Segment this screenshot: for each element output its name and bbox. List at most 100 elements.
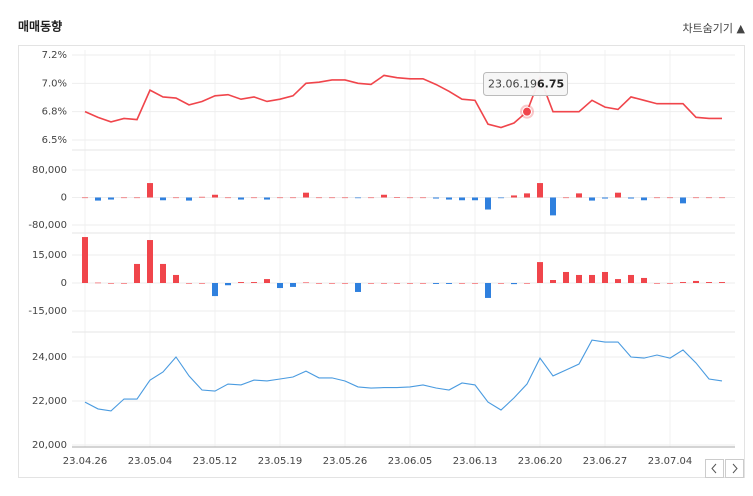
bar [199, 283, 205, 284]
bar [550, 197, 556, 216]
bar [147, 240, 153, 283]
bar [212, 283, 218, 297]
x-tick-label: 23.06.13 [453, 456, 498, 467]
bar [186, 197, 192, 201]
y-tick-label: 6.5% [42, 135, 67, 146]
bar [316, 197, 322, 199]
x-tick-label: 23.05.12 [193, 456, 238, 467]
x-tick-label: 23.05.19 [258, 456, 303, 467]
bar [602, 197, 608, 199]
x-tick-label: 23.05.04 [128, 456, 173, 467]
next-icon [732, 463, 738, 474]
bar [355, 283, 361, 292]
bar [108, 283, 114, 284]
y-tick-label: -15,000 [28, 306, 67, 317]
bar [121, 283, 127, 284]
bar [498, 283, 504, 284]
bar [277, 197, 283, 199]
bar [368, 283, 374, 284]
y-tick-label: -80,000 [28, 220, 67, 231]
x-tick-label: 23.06.05 [388, 456, 433, 467]
bar [394, 283, 400, 284]
bar [134, 197, 140, 199]
bar [212, 194, 218, 198]
toggle[interactable]: 차트숨기기 ▲ [682, 22, 745, 35]
bar [108, 197, 114, 200]
bar [602, 271, 608, 283]
bar [667, 197, 673, 199]
bar [719, 282, 725, 283]
bar [589, 197, 595, 201]
bar [641, 277, 647, 283]
bar [420, 283, 426, 284]
bar [576, 193, 582, 198]
bar [316, 283, 322, 284]
bar [238, 282, 244, 283]
bar [446, 283, 452, 284]
bar [394, 197, 400, 198]
bar [511, 195, 517, 198]
x-tick-label: 23.04.26 [63, 456, 108, 467]
bar [95, 197, 101, 201]
bar [160, 197, 166, 201]
highlight-point [522, 106, 532, 117]
x-tick-label: 23.05.26 [323, 456, 368, 467]
y-tick-label: 80,000 [32, 165, 67, 176]
bar [160, 263, 166, 283]
bar [329, 283, 335, 284]
x-tick-label: 23.07.04 [648, 456, 693, 467]
bar [355, 197, 361, 199]
bar [472, 197, 478, 201]
bar [407, 283, 413, 284]
frame [18, 45, 745, 478]
y-tick-label: 22,000 [32, 396, 67, 407]
bar [459, 283, 465, 284]
y-tick-label: 6.8% [42, 107, 67, 118]
nav[interactable] [705, 459, 744, 478]
title: 매매동향 [18, 19, 62, 34]
x-tick-label: 23.06.27 [583, 456, 628, 467]
bar [251, 282, 257, 283]
bar [264, 279, 270, 283]
bar [706, 282, 712, 283]
bar [381, 194, 387, 198]
bar [628, 197, 634, 199]
y-tick-label: 7.2% [42, 50, 67, 61]
line [84, 74, 722, 129]
prev-button[interactable] [705, 459, 724, 478]
bar [446, 197, 452, 200]
bar [173, 197, 179, 199]
bar [173, 274, 179, 283]
bar [693, 197, 699, 199]
bar [290, 283, 296, 287]
bar [485, 197, 491, 210]
bar [576, 274, 582, 283]
bar [524, 283, 530, 284]
bar [147, 183, 153, 198]
bar [199, 196, 205, 198]
bar [303, 192, 309, 198]
bar [563, 197, 569, 199]
bar [433, 283, 439, 284]
bar [420, 197, 426, 199]
bar [95, 282, 101, 284]
bar [238, 197, 244, 200]
bar [498, 197, 504, 199]
y-tick-label: 15,000 [32, 250, 67, 261]
tooltip-value: 6.75 [537, 78, 564, 91]
bar [680, 282, 686, 283]
bar [472, 283, 478, 284]
tooltip-date: 23.06.19 [488, 78, 537, 91]
bar [407, 197, 413, 199]
y-tick-label: 0 [61, 278, 67, 289]
y-tick-label: 20,000 [32, 440, 67, 451]
bar [615, 279, 621, 283]
bar [628, 274, 634, 283]
bar [329, 197, 335, 199]
bar [82, 237, 88, 283]
next-button[interactable] [725, 459, 744, 478]
y-tick-label: 0 [61, 193, 67, 204]
bar [290, 197, 296, 199]
